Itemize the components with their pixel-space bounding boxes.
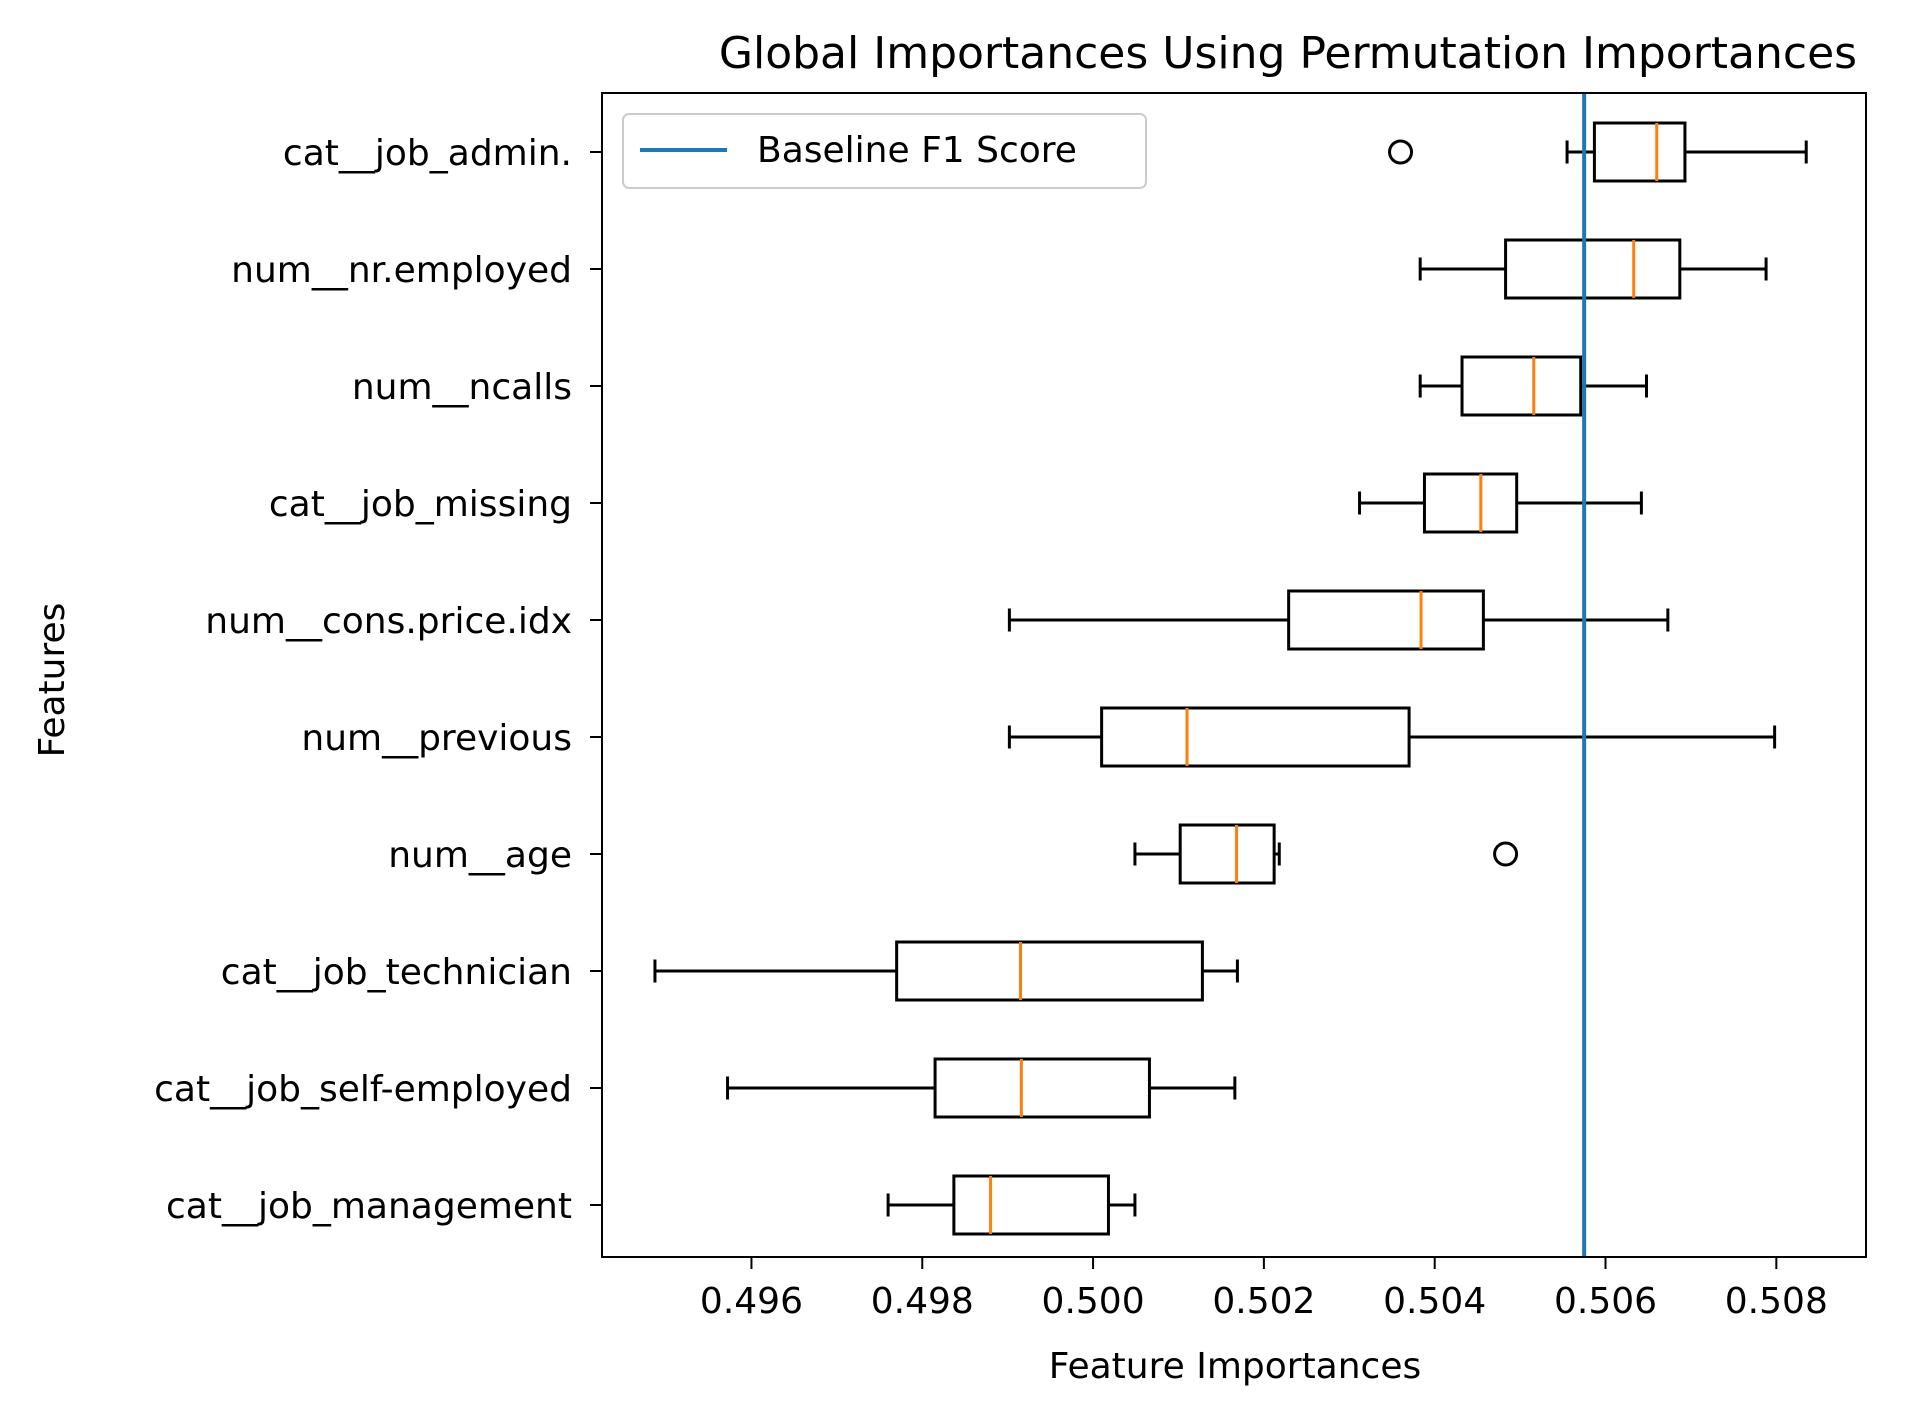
y-tick-label-cat-job-management: cat__job_management xyxy=(166,1186,572,1227)
x-tick-label-2: 0.500 xyxy=(1042,1281,1145,1322)
x-tick-label-5: 0.506 xyxy=(1554,1281,1657,1322)
y-tick-label-num-age: num__age xyxy=(388,835,572,876)
box-num-nr-employed xyxy=(1504,238,1682,300)
box-num-cons-price-idx xyxy=(1287,589,1485,651)
x-tick-label-1: 0.498 xyxy=(871,1281,974,1322)
box-num-age xyxy=(1178,823,1276,885)
y-tick-label-cat-job-self-employed: cat__job_self-employed xyxy=(154,1069,572,1110)
x-tick-label-0: 0.496 xyxy=(700,1281,803,1322)
y-tick-label-num-cons-price-idx: num__cons.price.idx xyxy=(205,601,572,642)
box-cat-job-technician xyxy=(895,940,1204,1002)
box-cat-job-admin xyxy=(1592,121,1687,183)
y-axis-label: Features xyxy=(32,603,73,758)
legend-frame xyxy=(622,113,1147,189)
plot-area: cat__job_admin. num__nr.employed num__ncal… xyxy=(154,92,1867,1322)
y-tick-label-cat-job-admin: cat__job_admin. xyxy=(283,133,572,174)
legend-label-baseline: Baseline F1 Score xyxy=(757,130,1077,171)
x-axis-label: Feature Importances xyxy=(1049,1346,1422,1387)
y-tick-label-num-nr-employed: num__nr.employed xyxy=(231,250,572,291)
flier-cat-job-admin-0 xyxy=(1388,139,1414,165)
box-num-previous xyxy=(1100,706,1411,768)
box-num-ncalls xyxy=(1460,355,1583,417)
y-tick-label-cat-job-missing: cat__job_missing xyxy=(269,484,572,525)
x-tick-label-6: 0.508 xyxy=(1725,1281,1828,1322)
x-tick-label-3: 0.502 xyxy=(1212,1281,1315,1322)
y-tick-label-num-ncalls: num__ncalls xyxy=(352,367,572,408)
chart-title: Global Importances Using Permutation Imp… xyxy=(719,28,1857,79)
y-tick-label-num-previous: num__previous xyxy=(301,718,572,759)
flier-num-age-0 xyxy=(1493,841,1519,867)
x-tick-label-4: 0.504 xyxy=(1383,1281,1486,1322)
legend: Baseline F1 Score xyxy=(622,113,1147,189)
box-cat-job-self-employed xyxy=(933,1057,1151,1119)
y-tick-label-cat-job-technician: cat__job_technician xyxy=(221,952,572,993)
box-cat-job-management xyxy=(952,1174,1110,1236)
plot-frame xyxy=(601,92,1867,1258)
box-cat-job-missing xyxy=(1422,472,1519,534)
